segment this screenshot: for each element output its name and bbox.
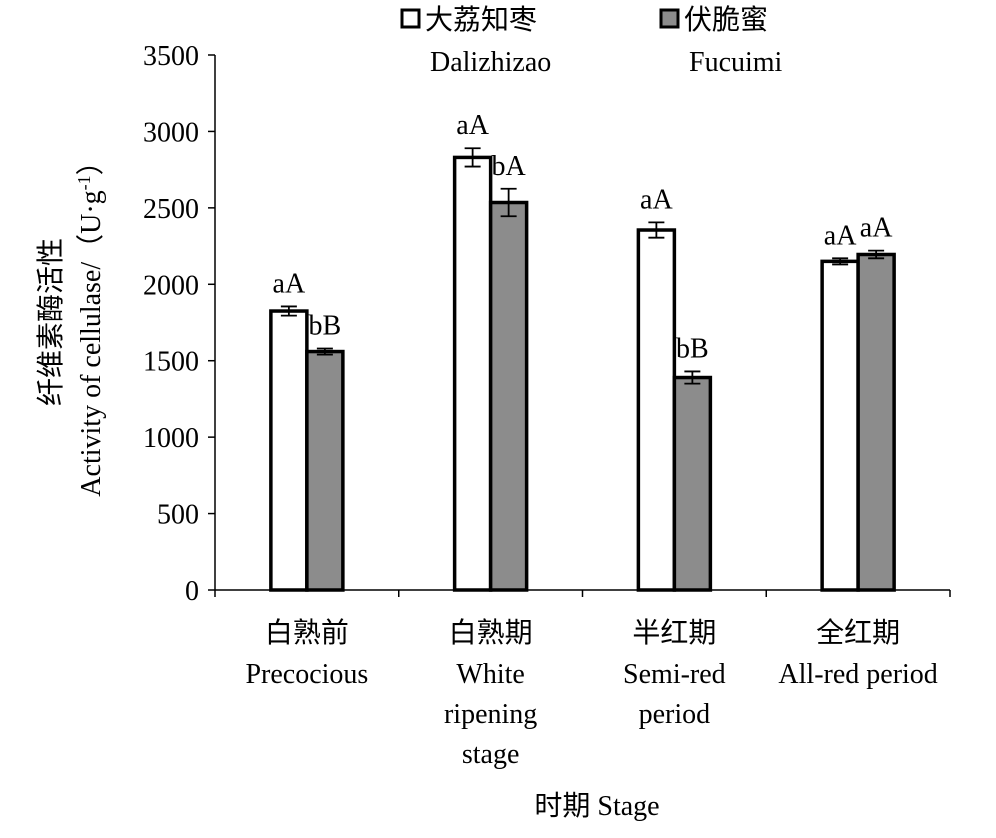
y-tick-label: 1000: [143, 423, 199, 454]
axis-labels: 纤维素酶活性 Activity of cellulase/（U·g-1） 时期 St…: [35, 147, 660, 822]
x-tick-label-en: ripening: [444, 699, 537, 730]
x-tick-label-cn: 半红期: [632, 617, 716, 649]
x-tick-label-en: All-red period: [778, 659, 937, 690]
significance-label: bB: [676, 333, 709, 364]
significance-label: aA: [456, 110, 489, 141]
bar: [672, 375, 713, 592]
bar: [636, 228, 677, 592]
x-tick-label-cn: 全红期: [816, 617, 900, 649]
y-tick-label: 2000: [143, 270, 199, 301]
y-tick-label: 2500: [143, 194, 199, 225]
x-tick-label-en: White: [456, 659, 524, 690]
x-tick-label-en: Precocious: [245, 659, 368, 690]
bar: [305, 349, 345, 592]
x-axis: 白熟前 Precocious 白熟期 White ripening stage 半红期 Sem…: [214, 589, 951, 770]
legend-label-en: Fucuimi: [689, 47, 783, 78]
y-tick-label: 3000: [143, 117, 199, 148]
y-tick-label: 500: [157, 500, 199, 531]
y-axis-title-cn: 纤维素酶活性: [35, 238, 67, 406]
x-axis-title: 时期 Stage: [534, 790, 659, 822]
x-tick-label-en: period: [639, 699, 711, 730]
y-axis: 0 500 1000 1500 2000 2500 3000 3500: [143, 41, 216, 607]
y-tick-label: 0: [185, 576, 199, 607]
x-tick-label-en: Semi-red: [623, 659, 726, 690]
legend-label-cn: 大荔知枣: [425, 4, 537, 36]
significance-label: aA: [640, 184, 673, 215]
legend: 大荔知枣 Dalizhizao 伏脆蜜 Fucuimi: [400, 4, 783, 78]
significance-label: bB: [309, 310, 342, 341]
bar: [452, 155, 493, 592]
bar: [820, 259, 860, 592]
y-tick-label: 1500: [143, 347, 199, 378]
significance-label: aA: [824, 220, 857, 251]
legend-label-cn: 伏脆蜜: [684, 4, 768, 36]
y-tick-label: 3500: [143, 41, 199, 72]
bar: [856, 252, 896, 592]
y-axis-title-en: Activity of cellulase/（U·g-1）: [74, 147, 107, 496]
x-tick-label-cn: 白熟前: [265, 617, 349, 649]
bar: [269, 309, 309, 592]
legend-swatch: [659, 8, 680, 29]
significance-label: aA: [273, 268, 306, 299]
significance-label: bA: [492, 151, 527, 182]
legend-label-en: Dalizhizao: [430, 47, 551, 78]
x-tick-label-en: stage: [462, 739, 520, 770]
legend-swatch: [400, 8, 421, 29]
significance-label: aA: [860, 213, 893, 244]
x-tick-label-cn: 白熟期: [449, 617, 533, 649]
bar: [488, 200, 529, 592]
